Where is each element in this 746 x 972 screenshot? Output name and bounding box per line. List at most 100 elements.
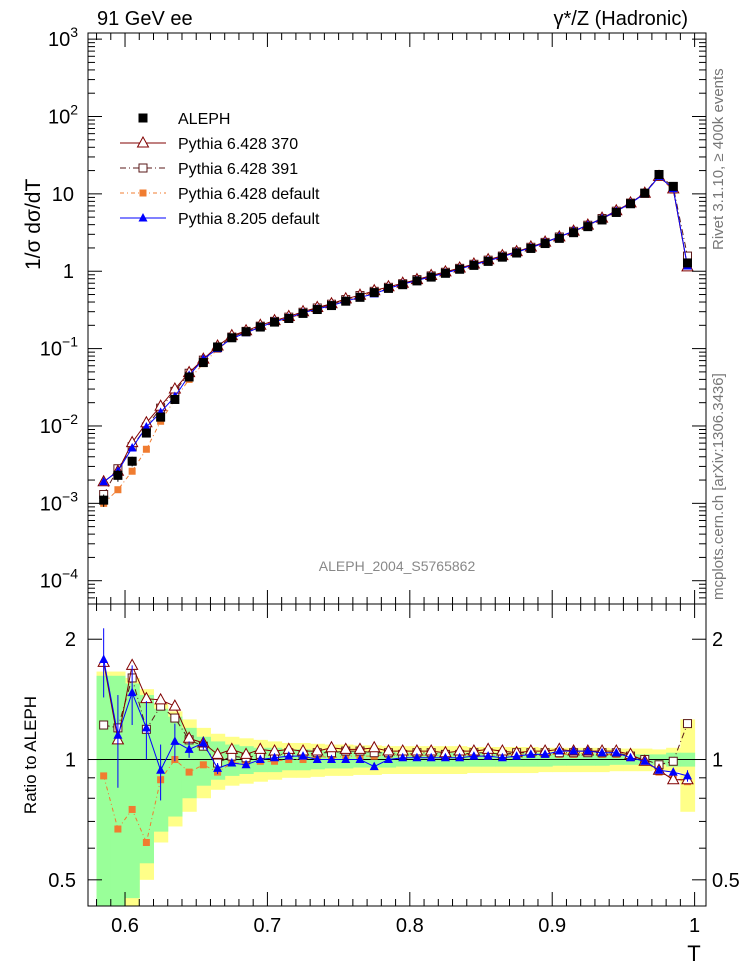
aleph-marker: [141, 428, 151, 438]
aleph-marker: [369, 288, 379, 298]
ratio-y-tick-label-right: 0.5: [712, 870, 740, 892]
aleph-marker: [398, 280, 408, 290]
main-p8-marker: [141, 421, 151, 431]
aleph-marker: [241, 327, 251, 337]
ratio-p8-marker: [611, 747, 621, 757]
main-y-tick-label: 1: [63, 261, 74, 283]
aleph-marker: [554, 233, 564, 243]
legend-marker-p8: [138, 213, 148, 222]
ratio-y-tick-label-right: 1: [712, 750, 723, 772]
ratio-p6def-marker: [199, 761, 207, 769]
ratio-p8-marker: [398, 752, 408, 762]
ratio-y-tick-label: 1: [65, 750, 76, 772]
aleph-marker: [412, 276, 422, 286]
ratio-p8-marker: [526, 749, 536, 758]
ratio-p8-marker: [355, 754, 365, 764]
ratio-p8-marker: [298, 751, 308, 760]
aleph-marker: [170, 394, 180, 404]
aleph-marker: [227, 333, 237, 343]
ratio-bands: [96, 671, 696, 906]
ratio-p8-marker: [255, 754, 265, 764]
ratio-p370-marker: [225, 742, 239, 754]
ratio-p370-marker: [325, 740, 338, 753]
legend-label-p6def: Pythia 6.428 default: [178, 186, 320, 203]
ratio-p8-marker: [483, 751, 493, 760]
ratio-p6def-marker: [114, 825, 122, 833]
aleph-marker: [284, 313, 294, 323]
main-p6def-marker: [142, 445, 150, 453]
ratio-inner-band: [167, 716, 183, 817]
aleph-marker: [355, 292, 365, 302]
ratio-p8-marker: [326, 754, 336, 764]
ratio-p370-marker: [253, 742, 267, 754]
ratio-p8-marker: [440, 752, 450, 762]
aleph-marker: [668, 181, 678, 191]
ratio-p8-marker: [341, 754, 351, 764]
x-tick-label: 1: [689, 915, 700, 937]
ratio-inner-band: [110, 675, 126, 906]
x-tick-label: 0.9: [538, 915, 566, 937]
main-y-axis-label: 1/σ dσ/dT: [22, 179, 45, 270]
ratio-p370-marker: [211, 747, 224, 759]
main-y-tick-label: 102: [48, 101, 78, 128]
ratio-p8-marker: [640, 756, 650, 765]
main-y-tick-label: 10: [52, 184, 74, 206]
legend-marker-p391: [138, 163, 148, 173]
aleph-marker: [198, 358, 208, 368]
ratio-p370-marker: [353, 742, 367, 754]
ratio-p370-marker: [239, 747, 253, 759]
aleph-marker: [626, 199, 636, 209]
main-y-tick-label: 10−2: [40, 411, 78, 438]
ratio-p370-marker: [367, 740, 381, 753]
aleph-marker: [469, 260, 479, 270]
ratio-inner-band: [181, 727, 197, 799]
legend-marker-aleph: [138, 113, 148, 123]
aleph-marker: [597, 215, 607, 225]
ratio-p8-marker: [583, 746, 593, 755]
aleph-marker: [455, 264, 465, 274]
ratio-inner-band: [96, 675, 112, 906]
ratio-p8-marker: [426, 752, 436, 762]
ratio-y-tick-label: 0.5: [48, 870, 76, 892]
aleph-marker: [298, 308, 308, 318]
aleph-marker: [99, 495, 109, 505]
ratio-inner-band: [139, 695, 155, 864]
aleph-marker: [341, 296, 351, 306]
ratio-p8-marker: [597, 747, 607, 757]
ratio-plot-frame: [87, 603, 707, 907]
main-y-tick-label: 103: [48, 24, 78, 51]
plot-title-right: γ*/Z (Hadronic): [553, 8, 688, 30]
aleph-marker: [383, 283, 393, 293]
main-y-tick-label: 10−3: [40, 488, 78, 515]
main-p8-marker: [127, 442, 137, 452]
aleph-data-series: [99, 169, 692, 507]
x-tick-label: 0.6: [111, 915, 139, 937]
ratio-p8-marker: [241, 759, 251, 769]
x-axis-label: T: [687, 941, 700, 966]
ratio-p8-marker: [284, 751, 294, 760]
ratio-p8-marker: [455, 752, 465, 762]
ratio-inner-band: [125, 683, 140, 899]
aleph-marker: [184, 372, 194, 382]
ratio-p8-marker: [412, 752, 422, 762]
main-p8-marker: [99, 476, 109, 486]
aleph-marker: [326, 301, 336, 311]
aleph-marker: [540, 239, 550, 249]
main-y-tick-label: 10−1: [40, 334, 78, 361]
ratio-p6def-marker: [100, 772, 108, 780]
ratio-p8-marker: [626, 752, 636, 762]
aleph-marker: [255, 322, 265, 332]
aleph-marker: [270, 317, 280, 327]
aleph-marker: [156, 412, 166, 422]
ratio-p8-marker: [668, 767, 678, 776]
plot-title-left: 91 GeV ee: [97, 8, 193, 30]
ratio-p370-marker: [666, 772, 680, 785]
ratio-p8-marker: [540, 749, 550, 758]
ratio-p8-marker: [469, 751, 479, 760]
aleph-marker: [127, 456, 137, 466]
x-tick-label: 0.7: [254, 915, 282, 937]
ratio-p391-marker: [170, 713, 180, 723]
legend-label-aleph: ALEPH: [178, 111, 230, 128]
ratio-p8-series: [99, 654, 692, 780]
ratio-p6def-line: [103, 752, 688, 845]
